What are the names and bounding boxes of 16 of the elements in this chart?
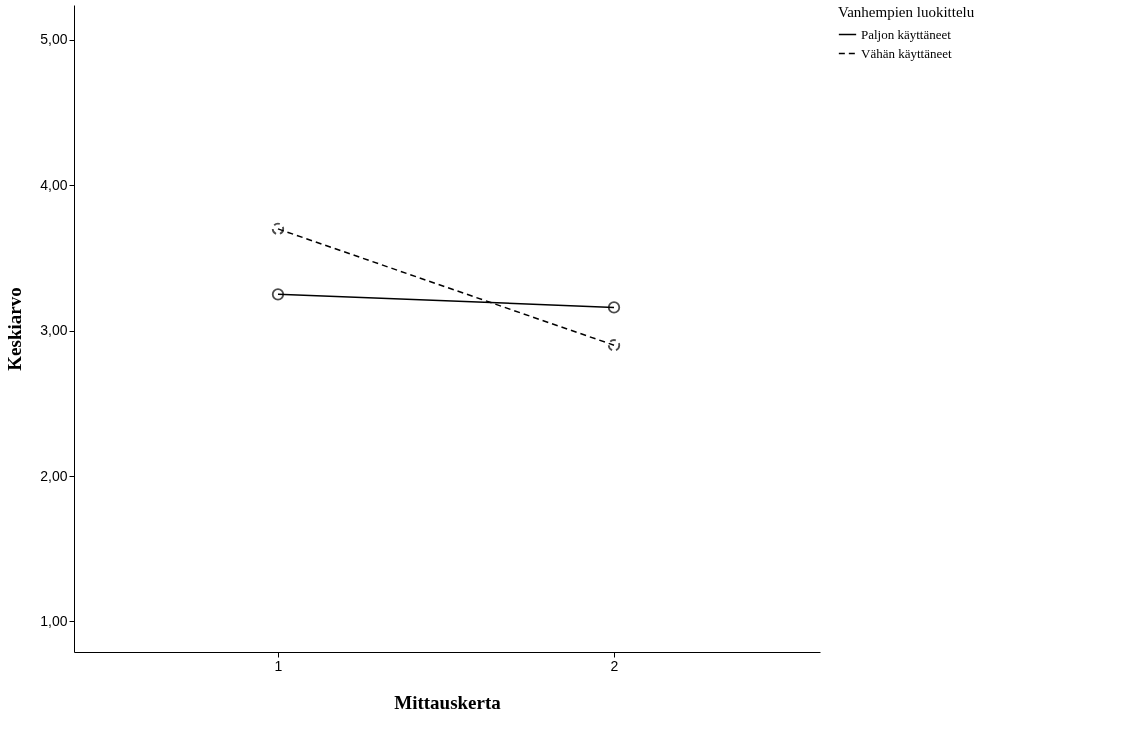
point [607,339,621,352]
y-axis-title: Keskiarvo [4,287,26,371]
y-tick-label: 4,00 [40,176,68,193]
point [271,222,285,236]
legend-label: Paljon käyttäneet [861,26,952,42]
y-tick-label: 2,00 [40,467,68,484]
point [607,301,621,314]
x-axis-title: Mittauskerta [394,691,502,713]
x-tick-label: 1 [274,657,283,674]
y-tick-label: 3,00 [40,322,68,339]
y-tick-label: 5,00 [40,31,68,48]
y-tick-label: 1,00 [40,612,68,629]
point [271,288,285,301]
legend-label: Vähän käyttäneet [861,45,952,61]
x-tick-label: 2 [610,657,619,674]
legend-title: Vanhempien luokittelu [838,4,975,20]
